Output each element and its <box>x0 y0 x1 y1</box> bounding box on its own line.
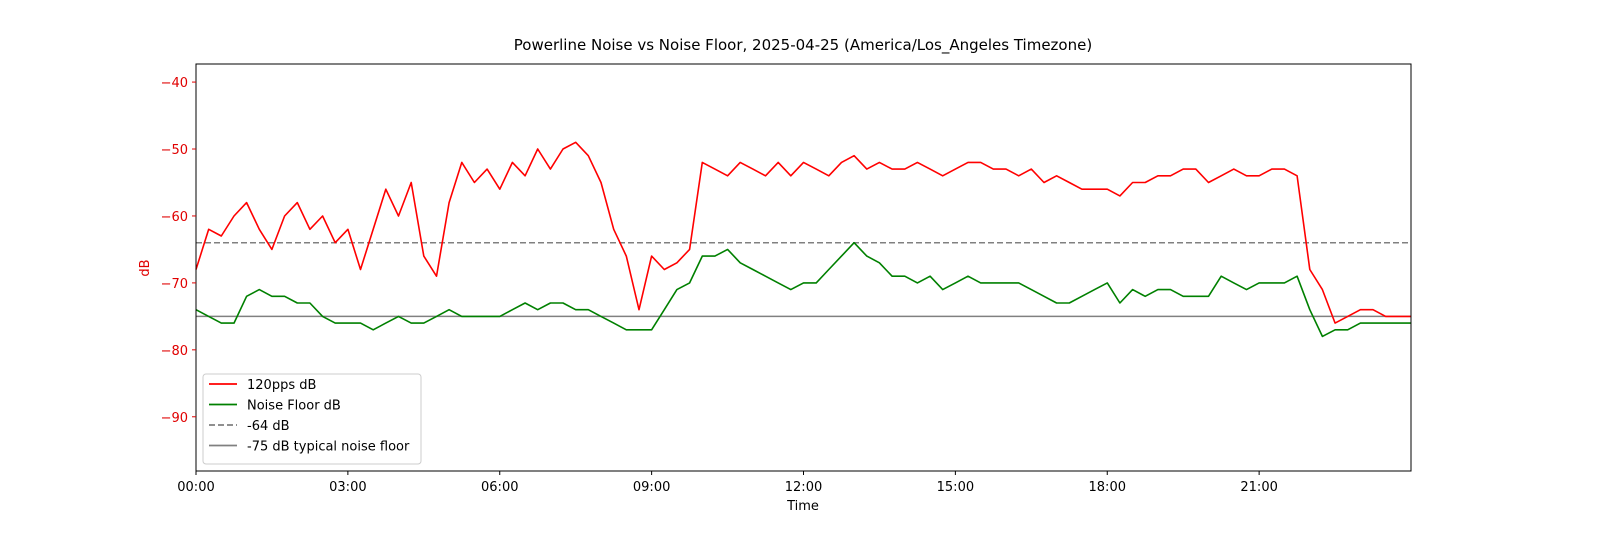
y-tick-label: −80 <box>161 344 188 359</box>
x-tick-label: 06:00 <box>481 480 518 495</box>
y-tick-label: −60 <box>161 210 188 225</box>
y-axis-label: dB <box>138 259 153 276</box>
x-tick-label: 03:00 <box>329 480 366 495</box>
x-tick-label: 12:00 <box>785 480 822 495</box>
y-tick-label: −90 <box>161 411 188 426</box>
y-tick-label: −40 <box>161 76 188 91</box>
legend-label: -75 dB typical noise floor <box>247 440 410 455</box>
legend-box <box>202 373 422 465</box>
y-tick-label: −50 <box>161 143 188 158</box>
x-tick-label: 00:00 <box>177 480 214 495</box>
x-tick-label: 15:00 <box>937 480 974 495</box>
legend-label: -64 dB <box>247 419 290 434</box>
x-axis-label: Time <box>786 499 819 514</box>
series-line <box>195 241 1411 338</box>
series-line <box>195 141 1411 324</box>
x-tick-label: 21:00 <box>1240 480 1277 495</box>
chart-title: Powerline Noise vs Noise Floor, 2025-04-… <box>514 36 1092 55</box>
legend-label: Noise Floor dB <box>247 399 341 414</box>
legend-label: 120pps dB <box>247 378 316 393</box>
x-tick-label: 18:00 <box>1089 480 1126 495</box>
x-tick-label: 09:00 <box>633 480 670 495</box>
y-tick-label: −70 <box>161 277 188 292</box>
